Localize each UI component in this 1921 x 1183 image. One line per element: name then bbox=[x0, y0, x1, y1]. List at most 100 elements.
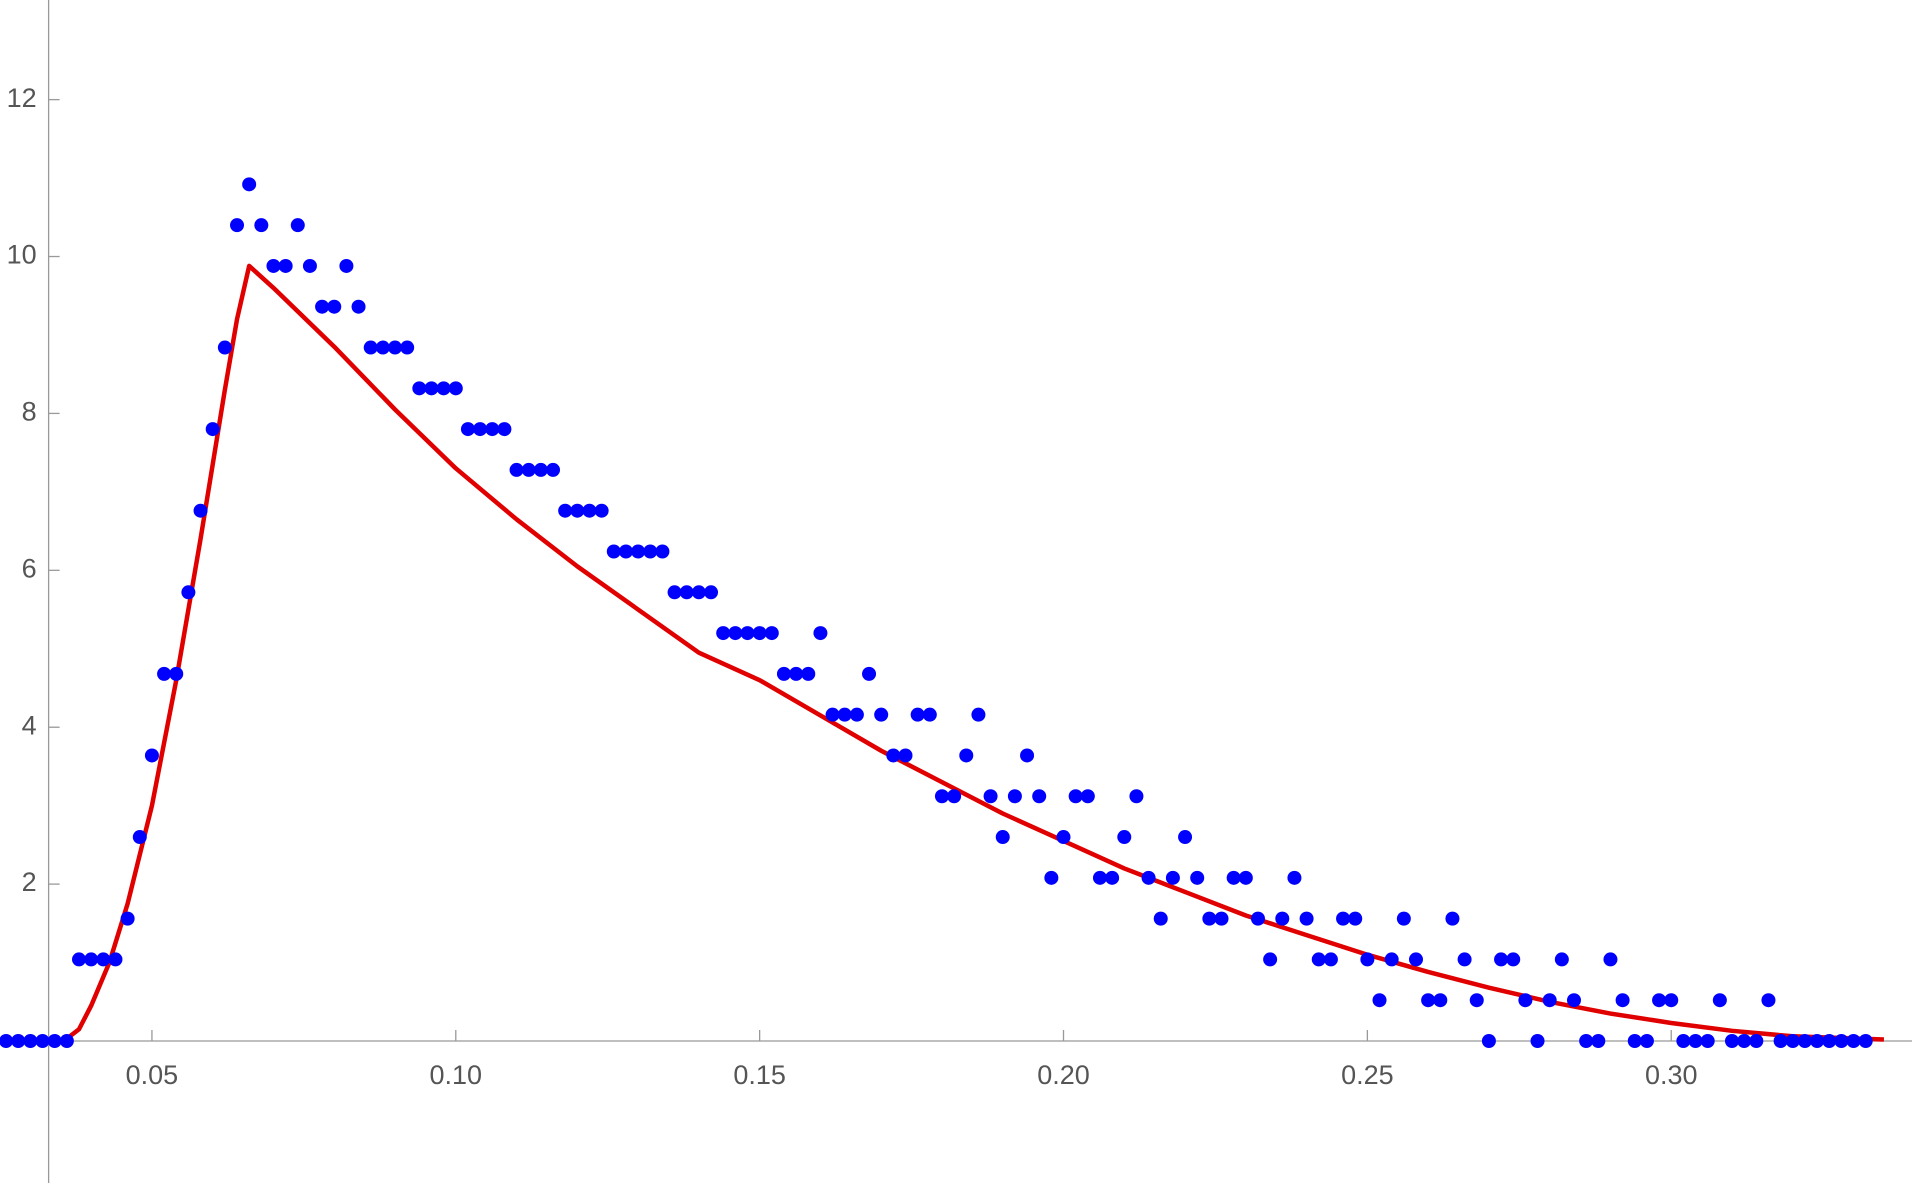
data-point bbox=[1652, 993, 1667, 1008]
data-point bbox=[546, 462, 561, 477]
data-point bbox=[1566, 993, 1581, 1008]
data-point bbox=[169, 666, 184, 681]
data-point bbox=[704, 585, 719, 600]
data-point bbox=[1785, 1034, 1800, 1049]
data-point bbox=[716, 626, 731, 641]
data-point bbox=[1336, 911, 1351, 926]
data-point bbox=[1092, 870, 1107, 885]
data-point bbox=[339, 258, 354, 273]
data-point bbox=[995, 830, 1010, 845]
data-point bbox=[959, 748, 974, 763]
data-point bbox=[424, 381, 439, 396]
data-point bbox=[1214, 911, 1229, 926]
data-point bbox=[1554, 952, 1569, 967]
x-tick-label: 0.10 bbox=[430, 1060, 483, 1090]
x-tick-label: 0.20 bbox=[1037, 1060, 1090, 1090]
y-tick-label: 4 bbox=[22, 710, 37, 740]
data-point bbox=[473, 422, 488, 437]
data-point bbox=[1737, 1034, 1752, 1049]
data-point bbox=[825, 707, 840, 722]
data-point bbox=[558, 503, 573, 518]
data-point bbox=[11, 1034, 26, 1049]
data-point bbox=[728, 626, 743, 641]
data-point bbox=[618, 544, 633, 559]
data-point bbox=[1032, 789, 1047, 804]
data-point bbox=[315, 299, 330, 314]
data-point bbox=[582, 503, 597, 518]
data-point bbox=[47, 1034, 62, 1049]
data-point bbox=[35, 1034, 50, 1049]
data-point bbox=[302, 258, 317, 273]
y-tick-label: 2 bbox=[22, 867, 37, 897]
data-point bbox=[1761, 993, 1776, 1008]
data-point bbox=[1579, 1034, 1594, 1049]
data-point bbox=[120, 911, 135, 926]
data-point bbox=[1445, 911, 1460, 926]
data-point bbox=[679, 585, 694, 600]
data-point bbox=[1494, 952, 1509, 967]
data-point bbox=[789, 666, 804, 681]
data-point bbox=[1822, 1034, 1837, 1049]
data-point bbox=[1688, 1034, 1703, 1049]
data-point bbox=[1433, 993, 1448, 1008]
data-point bbox=[157, 666, 172, 681]
y-tick-label: 8 bbox=[22, 397, 37, 427]
data-point bbox=[570, 503, 585, 518]
data-point bbox=[764, 626, 779, 641]
data-point bbox=[1773, 1034, 1788, 1049]
data-point bbox=[1153, 911, 1168, 926]
data-point bbox=[1846, 1034, 1861, 1049]
data-point bbox=[132, 830, 147, 845]
data-point bbox=[1396, 911, 1411, 926]
data-point bbox=[1105, 870, 1120, 885]
data-point bbox=[862, 666, 877, 681]
data-point bbox=[594, 503, 609, 518]
y-tick-label: 12 bbox=[7, 83, 37, 113]
data-point bbox=[290, 218, 305, 233]
data-point bbox=[1190, 870, 1205, 885]
data-point bbox=[1481, 1034, 1496, 1049]
data-point bbox=[1080, 789, 1095, 804]
data-point bbox=[813, 626, 828, 641]
data-point bbox=[1348, 911, 1363, 926]
data-point bbox=[691, 585, 706, 600]
data-point bbox=[205, 422, 220, 437]
data-point bbox=[606, 544, 621, 559]
data-point bbox=[1627, 1034, 1642, 1049]
data-point bbox=[849, 707, 864, 722]
data-point bbox=[1457, 952, 1472, 967]
data-point bbox=[1615, 993, 1630, 1008]
data-point bbox=[1858, 1034, 1873, 1049]
data-point bbox=[1117, 830, 1132, 845]
data-point bbox=[144, 748, 159, 763]
data-point bbox=[217, 340, 232, 355]
data-point bbox=[96, 952, 111, 967]
data-point bbox=[874, 707, 889, 722]
data-point bbox=[1226, 870, 1241, 885]
data-point bbox=[776, 666, 791, 681]
data-point bbox=[1007, 789, 1022, 804]
data-point bbox=[934, 789, 949, 804]
data-point bbox=[497, 422, 512, 437]
y-tick-label: 10 bbox=[7, 240, 37, 270]
data-point bbox=[400, 340, 415, 355]
data-point bbox=[412, 381, 427, 396]
data-point bbox=[460, 422, 475, 437]
data-point bbox=[193, 503, 208, 518]
data-point bbox=[837, 707, 852, 722]
data-point bbox=[1676, 1034, 1691, 1049]
data-point bbox=[1834, 1034, 1849, 1049]
data-point bbox=[509, 462, 524, 477]
x-tick-label: 0.15 bbox=[733, 1060, 786, 1090]
data-point bbox=[327, 299, 342, 314]
data-point bbox=[0, 1034, 14, 1049]
y-tick-label: 6 bbox=[22, 553, 37, 583]
data-point bbox=[363, 340, 378, 355]
data-point bbox=[643, 544, 658, 559]
data-point bbox=[1287, 870, 1302, 885]
data-point bbox=[801, 666, 816, 681]
data-point bbox=[1797, 1034, 1812, 1049]
data-point bbox=[1591, 1034, 1606, 1049]
data-point bbox=[1506, 952, 1521, 967]
